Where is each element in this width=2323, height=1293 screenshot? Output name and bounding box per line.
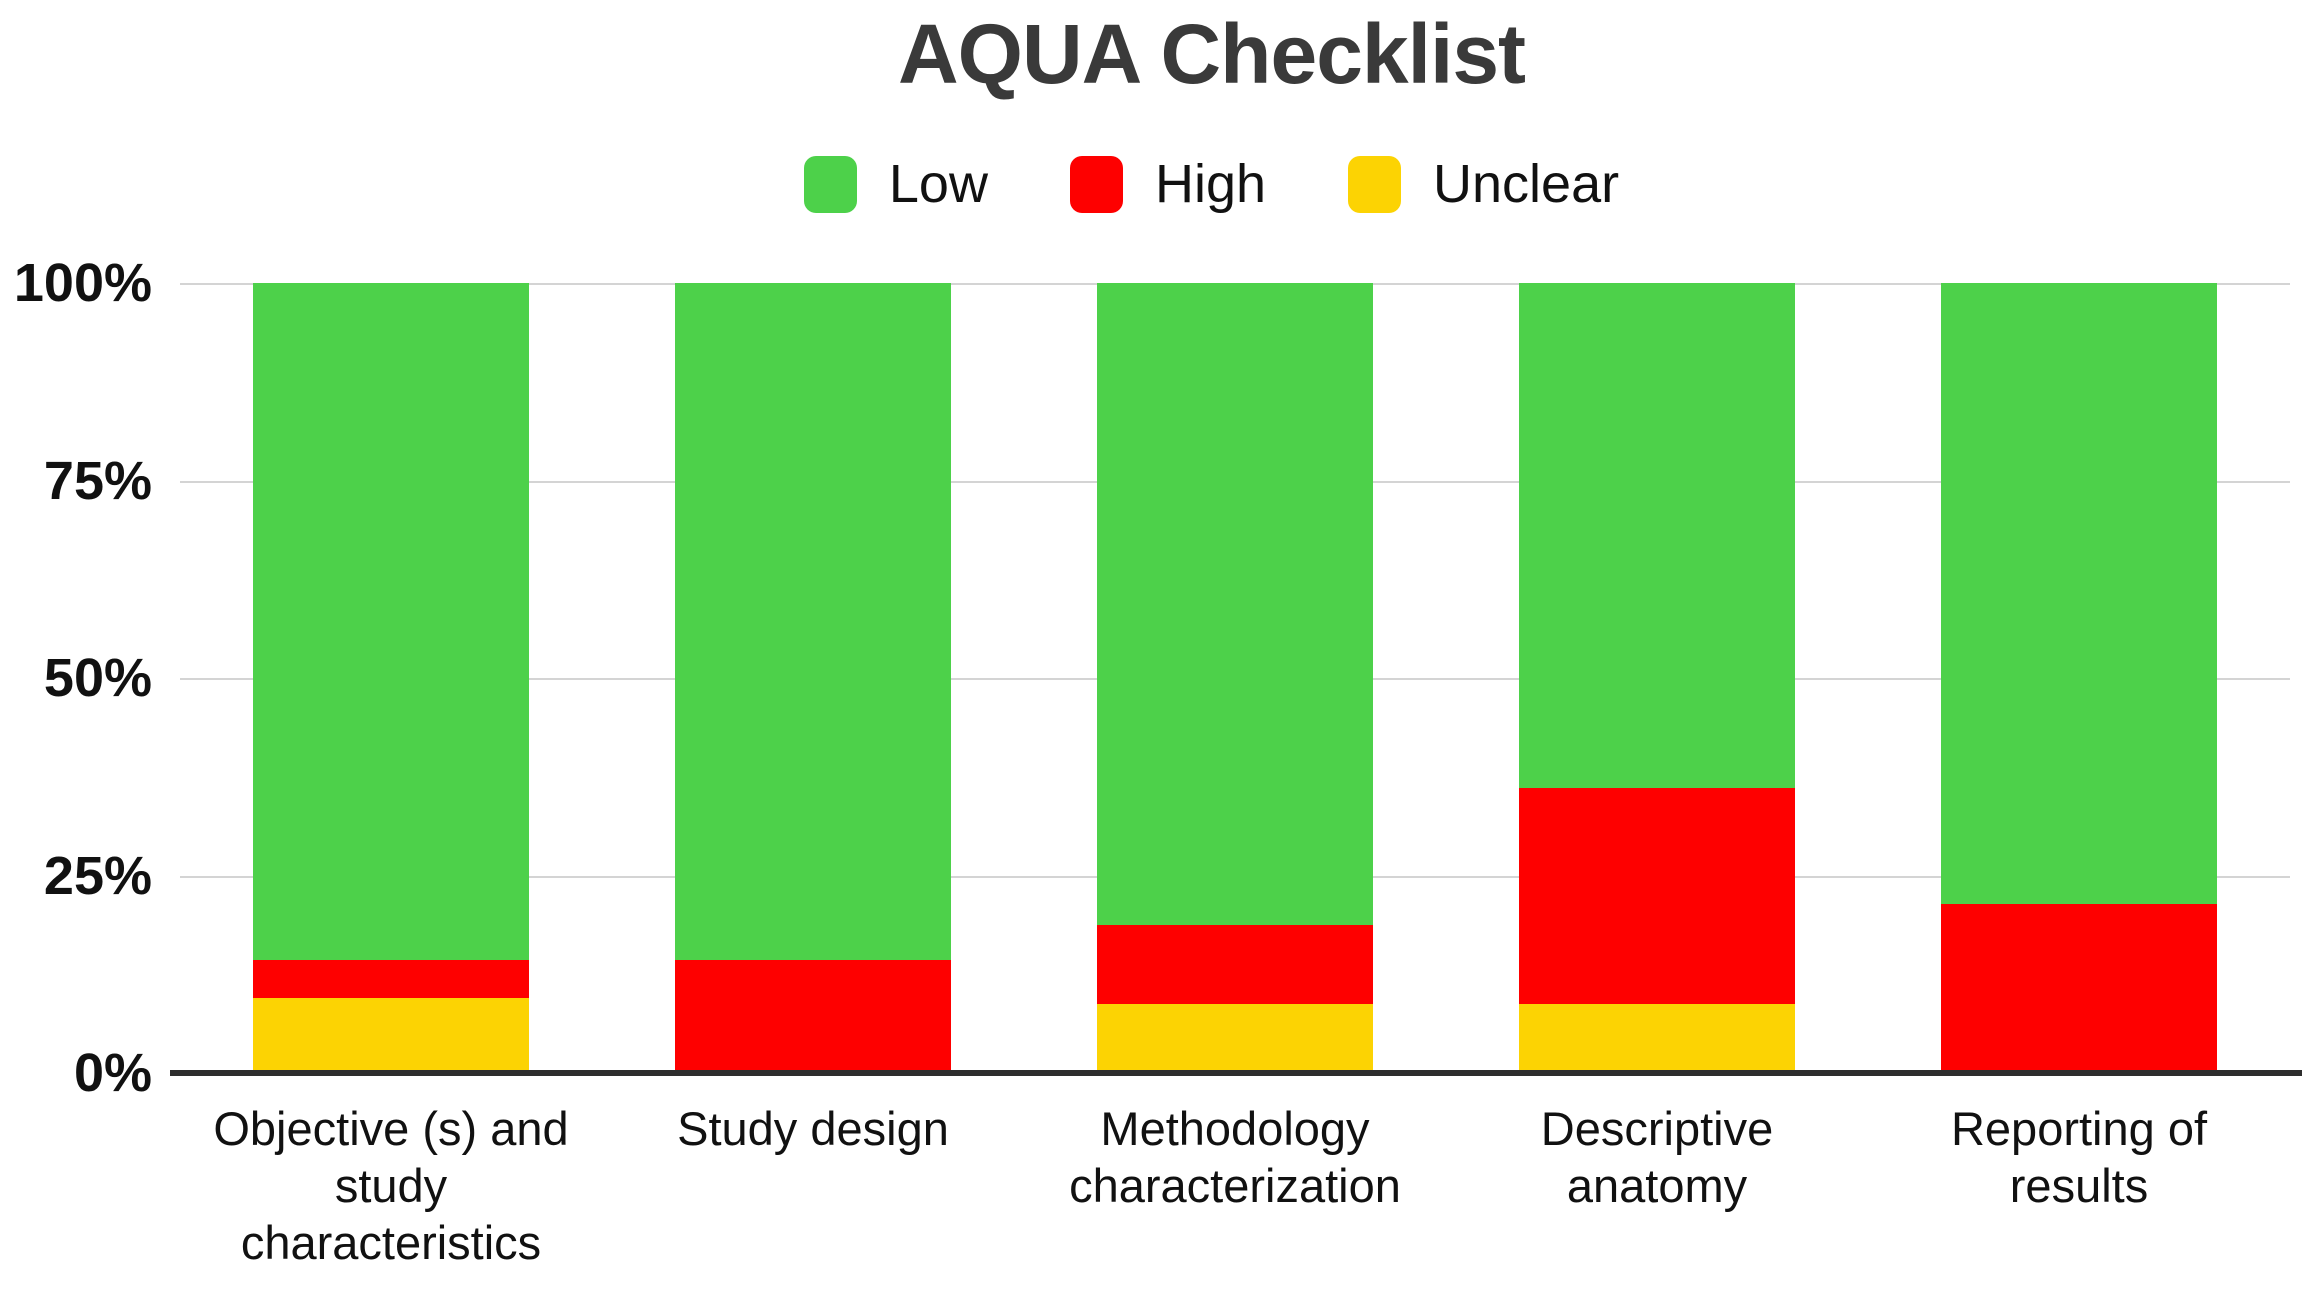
legend-label-low: Low	[888, 154, 988, 214]
bar-1-segment-low	[252, 283, 530, 961]
legend-item-low: Low	[803, 154, 988, 214]
x-tick-label-1: Objective (s) and study characteristics	[213, 1102, 569, 1269]
bar-5-segment-high	[1940, 903, 2218, 1073]
y-tick-label-75: 75%	[43, 450, 152, 511]
bar-5-segment-low	[1940, 283, 2218, 904]
bar-3-segment-unclear	[1096, 1004, 1374, 1073]
bar-4-segment-low	[1518, 283, 1796, 788]
legend-item-unclear: Unclear	[1348, 154, 1620, 214]
bar-1-segment-high	[252, 960, 530, 998]
bar-4-segment-high	[1518, 787, 1796, 1005]
stacked-bar-2	[674, 283, 952, 1073]
bar-slot-5	[1868, 283, 2290, 1073]
legend-label-high: High	[1154, 154, 1267, 214]
bar-slot-4	[1446, 283, 1868, 1073]
bar-slot-3	[1024, 283, 1446, 1073]
y-tick-label-25: 25%	[43, 845, 152, 906]
bar-2-segment-low	[674, 283, 952, 961]
chart-legend: Low High Unclear	[110, 152, 2313, 216]
x-axis-labels: Objective (s) and study characteristics S…	[180, 1101, 2290, 1286]
legend-label-unclear: Unclear	[1433, 154, 1620, 214]
bar-1-segment-unclear	[252, 997, 530, 1073]
stacked-bar-3	[1096, 283, 1374, 1073]
bar-slot-1	[180, 283, 602, 1073]
stacked-bar-1	[252, 283, 530, 1073]
legend-swatch-low-icon	[803, 155, 857, 213]
bar-4-segment-unclear	[1518, 1004, 1796, 1073]
y-tick-label-50: 50%	[43, 648, 152, 708]
x-tick-label-4: Descriptive anatomy	[1540, 1102, 1774, 1212]
legend-swatch-unclear-icon	[1348, 155, 1402, 213]
legend-item-high: High	[1069, 154, 1267, 214]
y-tick-label-100: 100%	[13, 253, 152, 313]
x-tick-label-2: Study design	[677, 1102, 949, 1155]
plot-area	[170, 283, 2302, 1076]
bar-3-segment-low	[1096, 283, 1374, 925]
stacked-bar-4	[1518, 283, 1796, 1073]
stacked-bar-5	[1940, 283, 2218, 1073]
y-axis-labels: 100% 75% 50% 25% 0%	[0, 256, 152, 1100]
legend-swatch-high-icon	[1069, 155, 1123, 213]
bar-3-segment-high	[1096, 924, 1374, 1005]
x-tick-label-3: Methodology characterization	[1069, 1102, 1401, 1212]
x-tick-label-5: Reporting of results	[1950, 1102, 2208, 1212]
x-axis-line	[170, 1070, 2302, 1076]
y-tick-label-0: 0%	[73, 1043, 152, 1103]
chart-title: AQUA Checklist	[897, 7, 1526, 101]
bar-slot-2	[602, 283, 1024, 1073]
bar-2-segment-high	[674, 960, 952, 1073]
